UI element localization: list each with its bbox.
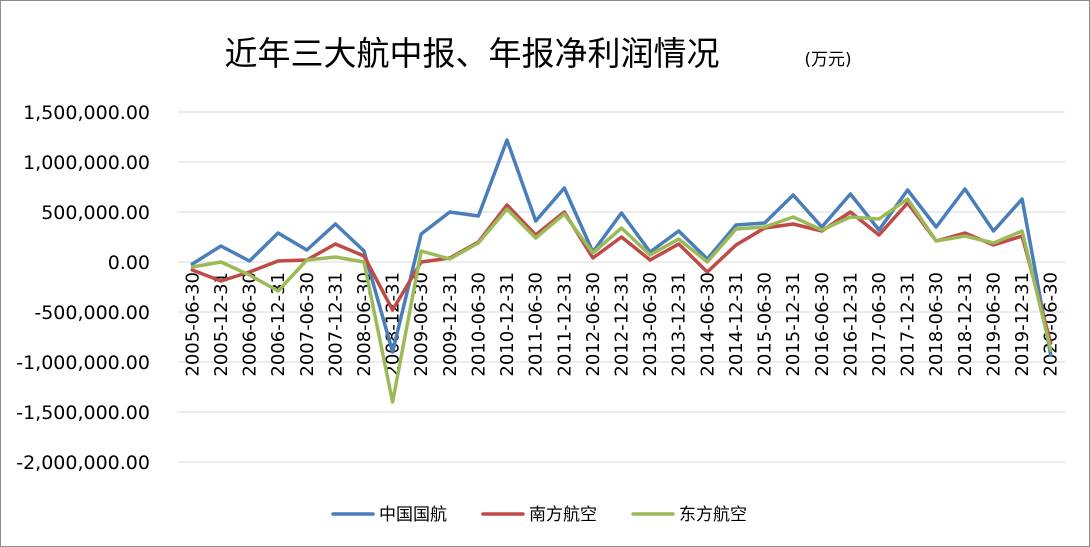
- x-tick-label: 2009-06-30: [411, 272, 432, 377]
- y-tick-label: 500,000.00: [41, 202, 150, 224]
- y-tick-label: 0.00: [108, 252, 150, 274]
- x-tick-label: 2006-12-31: [268, 272, 289, 377]
- x-tick-label: 2006-06-30: [240, 272, 261, 377]
- x-tick-label: 2016-06-30: [812, 272, 833, 377]
- legend: 中国国航 南方航空 东方航空: [331, 505, 747, 525]
- x-tick-label: 2012-12-31: [612, 272, 633, 377]
- chart-title: 近年三大航中报、年报净利润情况: [225, 34, 720, 73]
- x-tick-label: 2012-06-30: [583, 272, 604, 377]
- chart-unit-label: (万元): [804, 50, 851, 70]
- x-tick-label: 2014-06-30: [697, 272, 718, 377]
- y-tick-label: -500,000.00: [34, 302, 150, 324]
- series-line: [190, 197, 1053, 404]
- x-tick-label: 2017-12-31: [898, 272, 919, 377]
- y-tick-label: -2,000,000.00: [16, 452, 150, 474]
- x-tick-label: 2014-12-31: [726, 272, 747, 377]
- y-tick-label: -1,500,000.00: [16, 402, 150, 424]
- y-axis-ticks: 1,500,000.00 1,000,000.00 500,000.00 0.00 -5…: [16, 102, 150, 474]
- legend-label: 东方航空: [679, 505, 747, 525]
- x-tick-label: 2013-06-30: [640, 272, 661, 377]
- x-tick-label: 2007-06-30: [297, 272, 318, 377]
- x-tick-label: 2015-12-31: [783, 272, 804, 377]
- legend-label: 南方航空: [529, 505, 597, 525]
- x-tick-label: 2019-06-30: [983, 272, 1004, 377]
- x-tick-label: 2020-06-30: [1041, 272, 1062, 377]
- x-tick-label: 2017-06-30: [869, 272, 890, 377]
- series-line: [190, 201, 1053, 345]
- series-lines: [190, 138, 1053, 404]
- x-tick-label: 2011-12-31: [554, 272, 575, 377]
- x-axis-ticks: 2005-06-30 2005-12-31 2006-06-30 2006-12-31…: [182, 272, 1061, 377]
- series-line: [190, 138, 1053, 357]
- y-tick-label: 1,000,000.00: [23, 152, 150, 174]
- y-tick-label: -1,000,000.00: [16, 352, 150, 374]
- x-tick-label: 2010-06-30: [468, 272, 489, 377]
- x-tick-label: 2007-12-31: [325, 272, 346, 377]
- x-tick-label: 2005-06-30: [182, 272, 203, 377]
- x-tick-label: 2010-12-31: [497, 272, 518, 377]
- x-tick-label: 2015-06-30: [755, 272, 776, 377]
- x-tick-label: 2018-12-31: [955, 272, 976, 377]
- x-tick-label: 2011-06-30: [526, 272, 547, 377]
- x-tick-label: 2008-06-30: [354, 272, 375, 377]
- x-tick-label: 2005-12-31: [211, 272, 232, 377]
- y-tick-label: 1,500,000.00: [23, 102, 150, 124]
- x-tick-label: 2009-12-31: [440, 272, 461, 377]
- legend-label: 中国国航: [379, 505, 447, 525]
- x-tick-label: 2019-12-31: [1012, 272, 1033, 377]
- x-tick-label: 2018-06-30: [926, 272, 947, 377]
- x-tick-label: 2013-12-31: [669, 272, 690, 377]
- x-tick-label: 2016-12-31: [840, 272, 861, 377]
- gridlines: [178, 111, 1065, 463]
